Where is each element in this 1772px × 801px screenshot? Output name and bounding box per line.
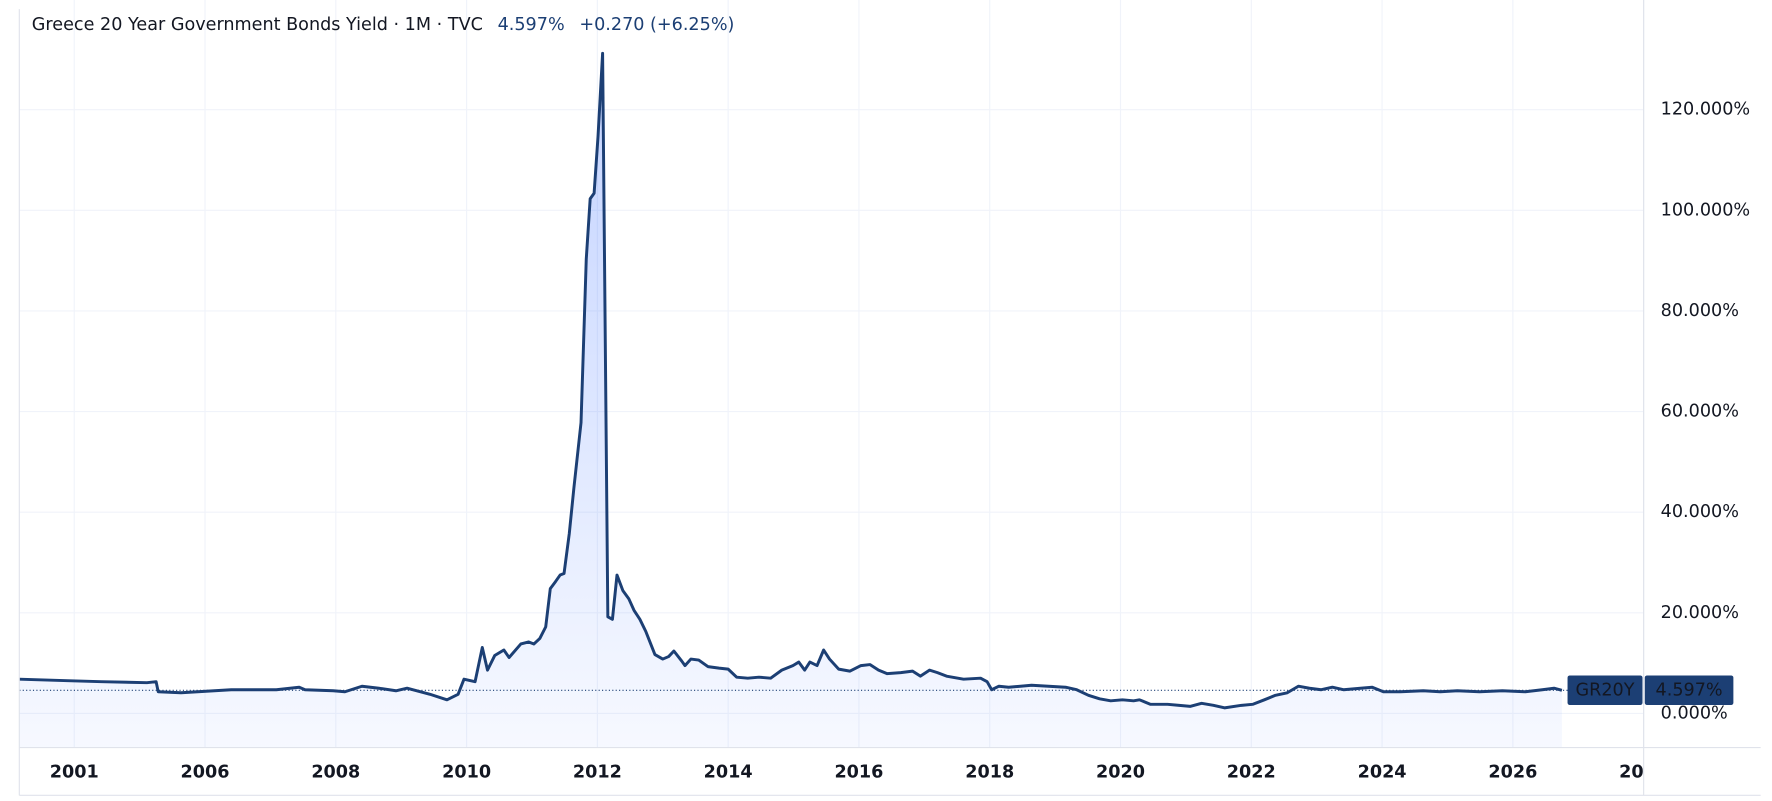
y-tick-label: 100.000% (1661, 200, 1750, 220)
y-tick-label: 80.000% (1661, 301, 1739, 321)
y-tick-label: 60.000% (1661, 402, 1739, 422)
x-tick-label: 2008 (311, 763, 360, 783)
area (19, 53, 1562, 748)
x-tick-label: 2020 (1096, 763, 1145, 783)
price-tag-label: 4.597% (1656, 680, 1723, 700)
x-tick-label: 2022 (1227, 763, 1276, 783)
price-tag (1644, 675, 1734, 706)
x-tick-label: 2001 (50, 763, 99, 783)
x-tick-label: 2016 (834, 763, 883, 783)
x-axis: 2001 2006 2008 2010 2012 2014 2016 2018 2020 2022… (50, 763, 1668, 783)
header-value: 4.597% (498, 15, 565, 35)
y-tick-label: 20.000% (1661, 603, 1739, 623)
x-tick-label: 2006 (181, 763, 230, 783)
x-tick-label: 2018 (965, 763, 1014, 783)
x-tick-label: 2010 (442, 763, 491, 783)
y-tick-label: 120.000% (1661, 100, 1750, 120)
x-tick-label: 2014 (704, 763, 753, 783)
symbol-tag (1567, 675, 1643, 706)
y-tick-label: 0.000% (1661, 703, 1728, 723)
x-tick-label: 2026 (1488, 763, 1537, 783)
x-tick-label: 2024 (1358, 763, 1407, 783)
chart-title: Greece 20 Year Government Bonds Yield · … (32, 15, 483, 35)
price-tag: GR20Y 4.597% (1567, 675, 1734, 706)
y-axis: 0.000% 20.000% 40.000% 60.000% 80.000% 100.00… (1661, 100, 1750, 724)
x-tick-label: 2028 (1619, 763, 1668, 783)
y-tick-label: 40.000% (1661, 502, 1739, 522)
line (19, 51, 1563, 710)
header: Greece 20 Year Government Bonds Yield · … (32, 15, 735, 35)
symbol-tag-label: GR20Y (1576, 680, 1635, 700)
x-tick-label: 2012 (573, 763, 622, 783)
grid (19, 0, 1645, 748)
header-change: +0.270 (+6.25%) (579, 15, 734, 35)
plot-area (19, 51, 1644, 748)
